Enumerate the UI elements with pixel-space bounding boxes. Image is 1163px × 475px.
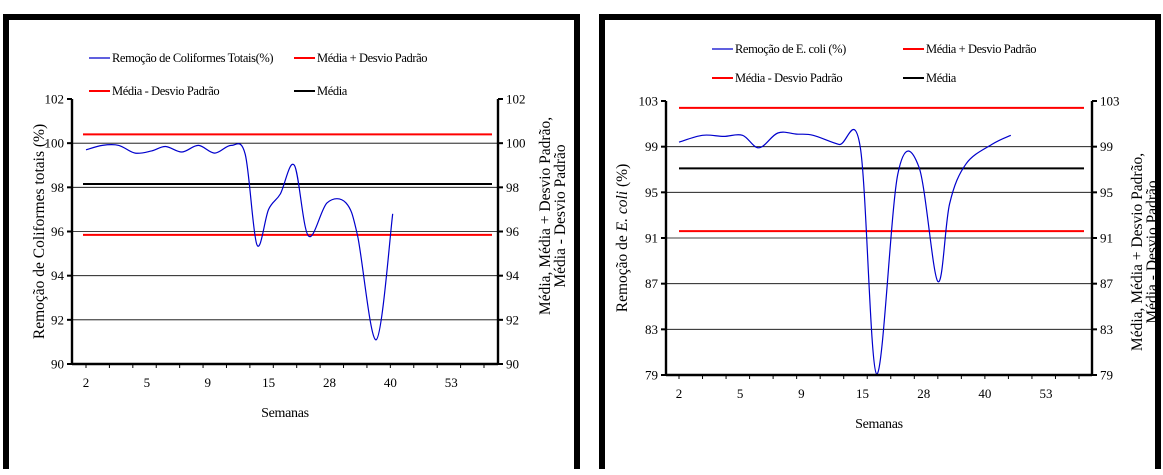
removal-series-line — [678, 129, 1012, 375]
x-tick-label: 9 — [798, 386, 805, 401]
y-tick-label-right: 96 — [506, 224, 520, 239]
legend-label: Remoção de Coliformes Totais(%) — [112, 51, 273, 65]
chart-panel-coliformes: 90 90 92 92 94 94 96 96 98 98 100 100 102 102 2 5 9 15 28 4… — [3, 14, 580, 469]
y-tick-label-left: 90 — [51, 357, 64, 372]
y-tick-label-left: 99 — [645, 139, 658, 154]
y-tick-label-right: 91 — [1100, 231, 1113, 246]
y-tick-label-right: 103 — [1100, 94, 1120, 109]
y-tick-label-left: 103 — [639, 94, 659, 109]
y-tick-label-right: 92 — [506, 312, 519, 327]
y-tick-label-left: 96 — [51, 224, 65, 239]
y-tick-label-right: 83 — [1100, 322, 1113, 337]
x-tick-label: 40 — [978, 386, 991, 401]
x-tick-label: 53 — [1040, 386, 1053, 401]
y-tick-label-left: 95 — [645, 185, 658, 200]
y-axis-title-italic: E. coli — [614, 191, 631, 232]
y-axis-title-right-line: Média - Desvio Padrão — [1144, 180, 1161, 324]
y-tick-label-left: 102 — [45, 92, 65, 107]
x-axis-title: Semanas — [855, 417, 903, 432]
y-axis-title-left: Remoção de Coliformes totais (%) — [31, 124, 48, 339]
coliformes-chart-svg: 90 90 92 92 94 94 96 96 98 98 100 100 102 102 2 5 9 15 28 4… — [31, 51, 569, 421]
legend-label: Média + Desvio Padrão — [926, 42, 1036, 56]
y-axis-title-right-line: Média - Desvio Padrão — [552, 144, 569, 288]
y-axis-title-left: Remoção de E. coli (%) — [614, 164, 631, 313]
y-tick-label-left: 98 — [51, 180, 64, 195]
y-tick-label-right: 90 — [506, 357, 519, 372]
chart-panel-ecoli: 79 79 83 83 87 87 91 91 95 95 99 99 103 103 2 5 9 15 28 40 5… — [599, 14, 1161, 469]
x-tick-label: 2 — [83, 375, 90, 390]
y-tick-label-right: 102 — [506, 92, 526, 107]
legend-label: Média — [926, 71, 957, 85]
y-tick-label-right: 95 — [1100, 185, 1113, 200]
y-tick-label-right: 99 — [1100, 139, 1113, 154]
x-tick-label: 9 — [204, 375, 211, 390]
y-tick-label-left: 87 — [645, 276, 659, 291]
y-axis-title-right-line: Média, Média + Desvio Padrão, — [537, 117, 554, 315]
y-tick-label-right: 94 — [506, 268, 520, 283]
y-tick-label-right: 79 — [1100, 368, 1113, 383]
y-axis-title-suffix: (%) — [614, 164, 631, 191]
legend-label: Média + Desvio Padrão — [317, 51, 427, 65]
legend-label: Média - Desvio Padrão — [735, 71, 842, 85]
legend-label: Média - Desvio Padrão — [112, 84, 219, 98]
y-axis-title-right-line: Média, Média + Desvio Padrão, — [1129, 153, 1146, 351]
x-tick-label: 5 — [144, 375, 151, 390]
x-tick-label: 53 — [445, 375, 458, 390]
x-axis-title: Semanas — [261, 406, 309, 421]
x-tick-label: 28 — [323, 375, 336, 390]
x-tick-label: 28 — [917, 386, 930, 401]
ecoli-chart-svg: 79 79 83 83 87 87 91 91 95 95 99 99 103 103 2 5 9 15 28 40 5… — [614, 42, 1161, 432]
y-tick-label-left: 92 — [51, 312, 64, 327]
y-tick-label-right: 98 — [506, 180, 519, 195]
y-tick-label-left: 100 — [45, 136, 65, 151]
legend-label: Remoção de E. coli (%) — [735, 42, 846, 56]
y-tick-label-left: 79 — [645, 368, 658, 383]
y-tick-label-left: 91 — [645, 231, 658, 246]
x-tick-label: 2 — [676, 386, 683, 401]
x-tick-label: 40 — [384, 375, 397, 390]
x-tick-label: 15 — [262, 375, 275, 390]
y-tick-label-right: 100 — [506, 136, 526, 151]
y-tick-label-left: 83 — [645, 322, 658, 337]
x-tick-label: 15 — [856, 386, 869, 401]
x-tick-label: 5 — [737, 386, 744, 401]
legend-label: Média — [317, 84, 348, 98]
y-tick-label-left: 94 — [51, 268, 65, 283]
y-tick-label-right: 87 — [1100, 276, 1114, 291]
y-axis-title-prefix: Remoção de — [614, 231, 631, 312]
removal-series-line — [85, 143, 394, 341]
